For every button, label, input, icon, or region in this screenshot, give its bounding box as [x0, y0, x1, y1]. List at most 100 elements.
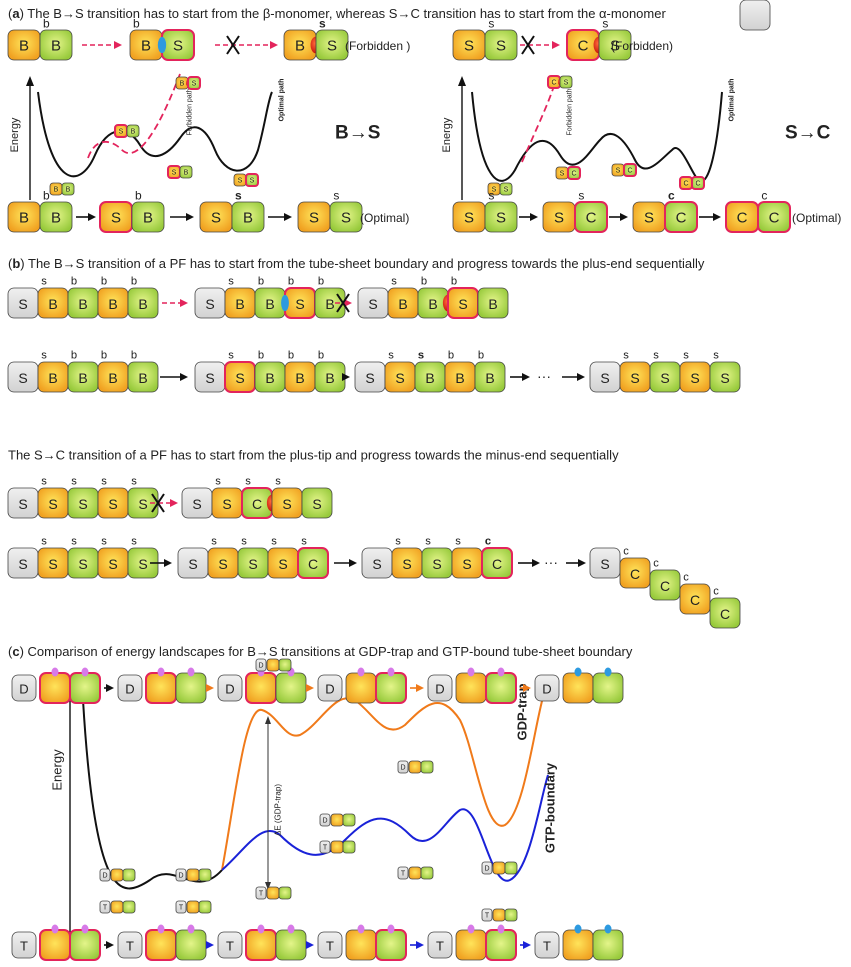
block-letter: S: [138, 496, 147, 512]
alpha-monomer: [409, 761, 421, 773]
block-letter: S: [564, 80, 569, 87]
alpha-monomer: [246, 673, 276, 703]
arrow-head: [577, 373, 585, 381]
blue-interface: [158, 37, 166, 53]
state-label: c: [761, 188, 767, 202]
beta-monomer: [70, 673, 100, 703]
block-letter: B: [265, 296, 274, 312]
nucleotide-dot: [388, 925, 395, 934]
nucleotide-dot: [82, 925, 89, 934]
alpha-monomer: [346, 673, 376, 703]
block-letter: C: [571, 171, 576, 178]
state-label: s: [101, 476, 107, 488]
nucleotide-dot: [158, 668, 165, 677]
nucleotide-dot: [358, 668, 365, 677]
state-label: b: [101, 350, 107, 362]
state-label: s: [653, 350, 659, 362]
block-letter: D: [484, 866, 489, 873]
block-letter: D: [400, 765, 405, 772]
block-letter: S: [18, 556, 27, 572]
state-label: s: [418, 350, 424, 362]
arrow-head: [186, 213, 194, 221]
state-label: s: [488, 16, 494, 30]
block-letter: B: [48, 296, 57, 312]
block-letter: S: [395, 370, 404, 386]
state-label: b: [43, 188, 50, 202]
block-letter: S: [462, 556, 471, 572]
block-letter: D: [325, 682, 334, 697]
beta-monomer: [70, 930, 100, 960]
arrow-head: [164, 559, 172, 567]
block-letter: S: [108, 556, 117, 572]
block-letter: B: [488, 296, 497, 312]
block-letter: S: [78, 496, 87, 512]
block-letter: S: [368, 296, 377, 312]
block-letter: B: [184, 170, 189, 177]
block-letter: T: [103, 905, 108, 912]
state-label: b: [131, 276, 137, 288]
block-letter: B: [265, 370, 274, 386]
block-letter: B: [485, 370, 494, 386]
block-letter: T: [126, 939, 134, 954]
block-letter: S: [327, 38, 337, 55]
state-label: s: [275, 476, 281, 488]
block-letter: S: [402, 556, 411, 572]
block-letter: B: [51, 38, 61, 55]
arrow-head: [522, 373, 530, 381]
nucleotide-dot: [158, 925, 165, 934]
state-label: s: [41, 536, 47, 548]
state-label: s: [301, 536, 307, 548]
beta-monomer: [276, 930, 306, 960]
block-letter: B: [131, 129, 136, 136]
block-letter: C: [720, 606, 730, 622]
state-label: b: [288, 276, 294, 288]
block-letter: S: [18, 296, 27, 312]
block-letter: S: [372, 556, 381, 572]
block-letter: D: [258, 663, 263, 670]
state-label: s: [41, 350, 47, 362]
alpha-monomer: [493, 909, 505, 921]
block-letter: B: [325, 370, 334, 386]
block-letter: S: [18, 496, 27, 512]
block-letter: S: [560, 171, 565, 178]
nucleotide-dot: [288, 925, 295, 934]
alpha-monomer: [187, 869, 199, 881]
state-label: b: [135, 188, 142, 202]
nucleotide-dot: [82, 668, 89, 677]
state-label: s: [241, 536, 247, 548]
block-letter: S: [250, 178, 255, 185]
arrow-head: [306, 684, 314, 692]
state-label: b: [318, 276, 324, 288]
arrow-head: [265, 716, 271, 724]
nucleotide-dot: [358, 925, 365, 934]
block-letter: T: [179, 905, 184, 912]
block-letter: B: [48, 370, 57, 386]
block-letter: B: [325, 296, 334, 312]
arrow-head: [106, 941, 114, 949]
block-letter: S: [173, 38, 183, 55]
nucleotide-dot: [498, 668, 505, 677]
block-letter: D: [322, 818, 327, 825]
panel-a-heading: (a) The B→S transition has to start from…: [8, 6, 666, 21]
arrow-head: [552, 41, 560, 49]
block-letter: S: [211, 210, 221, 227]
block-letter: C: [630, 566, 640, 582]
nucleotide-dot: [575, 668, 582, 677]
arrow-head: [342, 373, 350, 381]
beta-monomer: [593, 930, 623, 960]
state-label: c: [683, 572, 689, 584]
alpha-monomer: [493, 862, 505, 874]
block-letter: C: [492, 556, 502, 572]
state-label: b: [43, 16, 50, 30]
heading-text: ) The B→S transition of a PF has to star…: [20, 256, 705, 271]
block-letter: S: [464, 38, 474, 55]
alpha-monomer: [40, 673, 70, 703]
block-letter: T: [226, 939, 234, 954]
block-letter: S: [205, 296, 214, 312]
block-letter: S: [172, 170, 177, 177]
block-letter: B: [180, 81, 185, 88]
block-letter: S: [282, 496, 291, 512]
block-letter: T: [485, 913, 490, 920]
state-label: s: [391, 276, 397, 288]
beta-monomer: [505, 909, 517, 921]
